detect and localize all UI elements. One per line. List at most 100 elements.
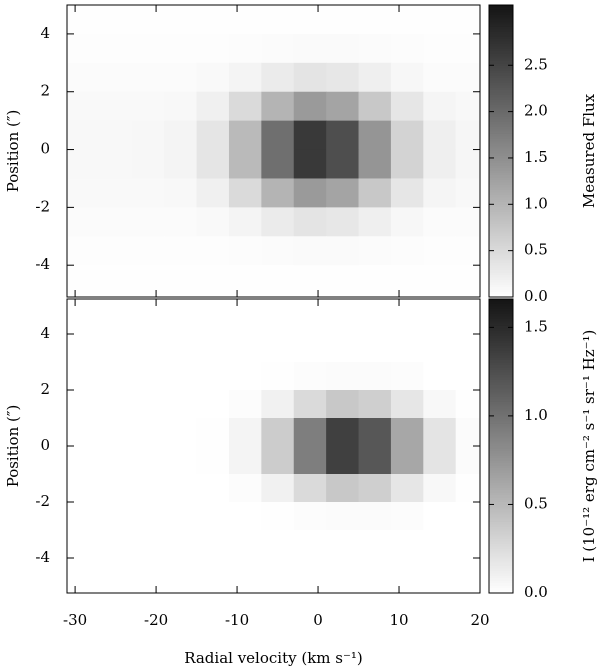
colorbar-step [489,12,513,16]
heatmap-cell [131,207,165,237]
heatmap-cell [326,474,360,503]
colorbar-step [489,170,513,174]
colorbar-step [489,185,513,188]
colorbar-step [489,507,513,511]
heatmap-cell [164,530,198,559]
heatmap-cell [99,265,133,295]
colorbar-step [489,119,513,123]
colorbar-step [489,575,513,579]
colorbar-step [489,441,513,445]
heatmap-cell [131,474,165,503]
heatmap-cell [164,362,198,391]
heatmap-cell [423,265,457,295]
heatmap-cell [164,446,198,475]
heatmap-cell [228,390,262,419]
colorbar-step [489,490,513,494]
heatmap-cell [423,91,457,122]
heatmap-cell [358,474,392,503]
heatmap-cell [196,62,230,93]
colorbar-step [489,387,513,391]
heatmap-cell [455,530,480,559]
heatmap-cell [455,334,480,363]
heatmap-cell [261,558,295,587]
x-tick-label: -30 [63,611,87,629]
heatmap-cell [293,207,327,237]
heatmap-cell [358,149,392,179]
heatmap-cell [390,265,424,295]
heatmap-cell [261,418,295,447]
colorbar-step [489,414,513,418]
colorbar-step [489,588,513,592]
colorbar-step [489,80,513,84]
colorbar-step [489,129,513,133]
colorbar-step [489,289,513,293]
heatmap-cell [99,390,133,419]
colorbar-step [489,294,513,298]
colorbar-step [489,153,513,157]
colorbar-step [489,377,513,381]
heatmap-cell [99,558,133,587]
heatmap-cell [67,418,100,447]
colorbar-step [489,536,513,540]
heatmap-cell [423,306,457,335]
colorbar-step [489,192,513,196]
heatmap-cell [67,33,100,64]
colorbar-step [489,502,513,506]
colorbar-step [489,272,513,276]
colorbar-step [489,470,513,474]
colorbar-step [489,480,513,484]
colorbar-step [489,92,513,96]
heatmap-cell [131,502,165,531]
heatmap-cell [358,62,392,93]
heatmap-cell [67,265,100,295]
heatmap-cell [131,418,165,447]
colorbar-step [489,524,513,528]
heatmap-cell [67,91,100,122]
colorbar-step [489,31,513,35]
colorbar-step [489,284,513,288]
heatmap-cell [228,178,262,208]
heatmap-cell [131,178,165,208]
colorbar-step [489,379,513,383]
heatmap-cell [131,390,165,419]
heatmap-cell [326,390,360,419]
colorbar-step [489,338,513,342]
colorbar-step [489,9,513,13]
colorbar-step [489,267,513,271]
colorbar-step [489,226,513,230]
colorbar-step [489,433,513,437]
colorbar-step [489,546,513,550]
heatmap-cell [164,178,198,208]
heatmap-cell [326,306,360,335]
colorbar-tick-label: 1.5 [524,317,548,335]
colorbar-step [489,241,513,244]
heatmap-cell [423,149,457,179]
heatmap-cell [326,236,360,266]
colorbar-step [489,19,513,23]
heatmap-cell [390,149,424,179]
colorbar-step [489,534,513,538]
heatmap-cell [196,446,230,475]
colorbar-step [489,443,513,447]
heatmap-cell [261,236,295,266]
x-tick-label: 10 [389,611,408,629]
colorbar-step [489,245,513,249]
x-tick-label: 20 [470,611,489,629]
colorbar-step [489,253,513,257]
heatmap-cell [67,390,100,419]
heatmap-cell [67,334,100,363]
colorbar-step [489,455,513,459]
colorbar-step [489,180,513,184]
colorbar-step [489,187,513,191]
colorbar-step [489,541,513,545]
heatmap-cell [358,418,392,447]
heatmap-cell [261,362,295,391]
colorbar-tick-label: 0.5 [524,494,548,512]
heatmap-cell [455,362,480,391]
heatmap-cell [131,236,165,266]
heatmap-cell [293,334,327,363]
heatmap-cell [358,446,392,475]
colorbar-step [489,394,513,398]
colorbar-step [489,468,513,471]
colorbar-step [489,529,513,533]
